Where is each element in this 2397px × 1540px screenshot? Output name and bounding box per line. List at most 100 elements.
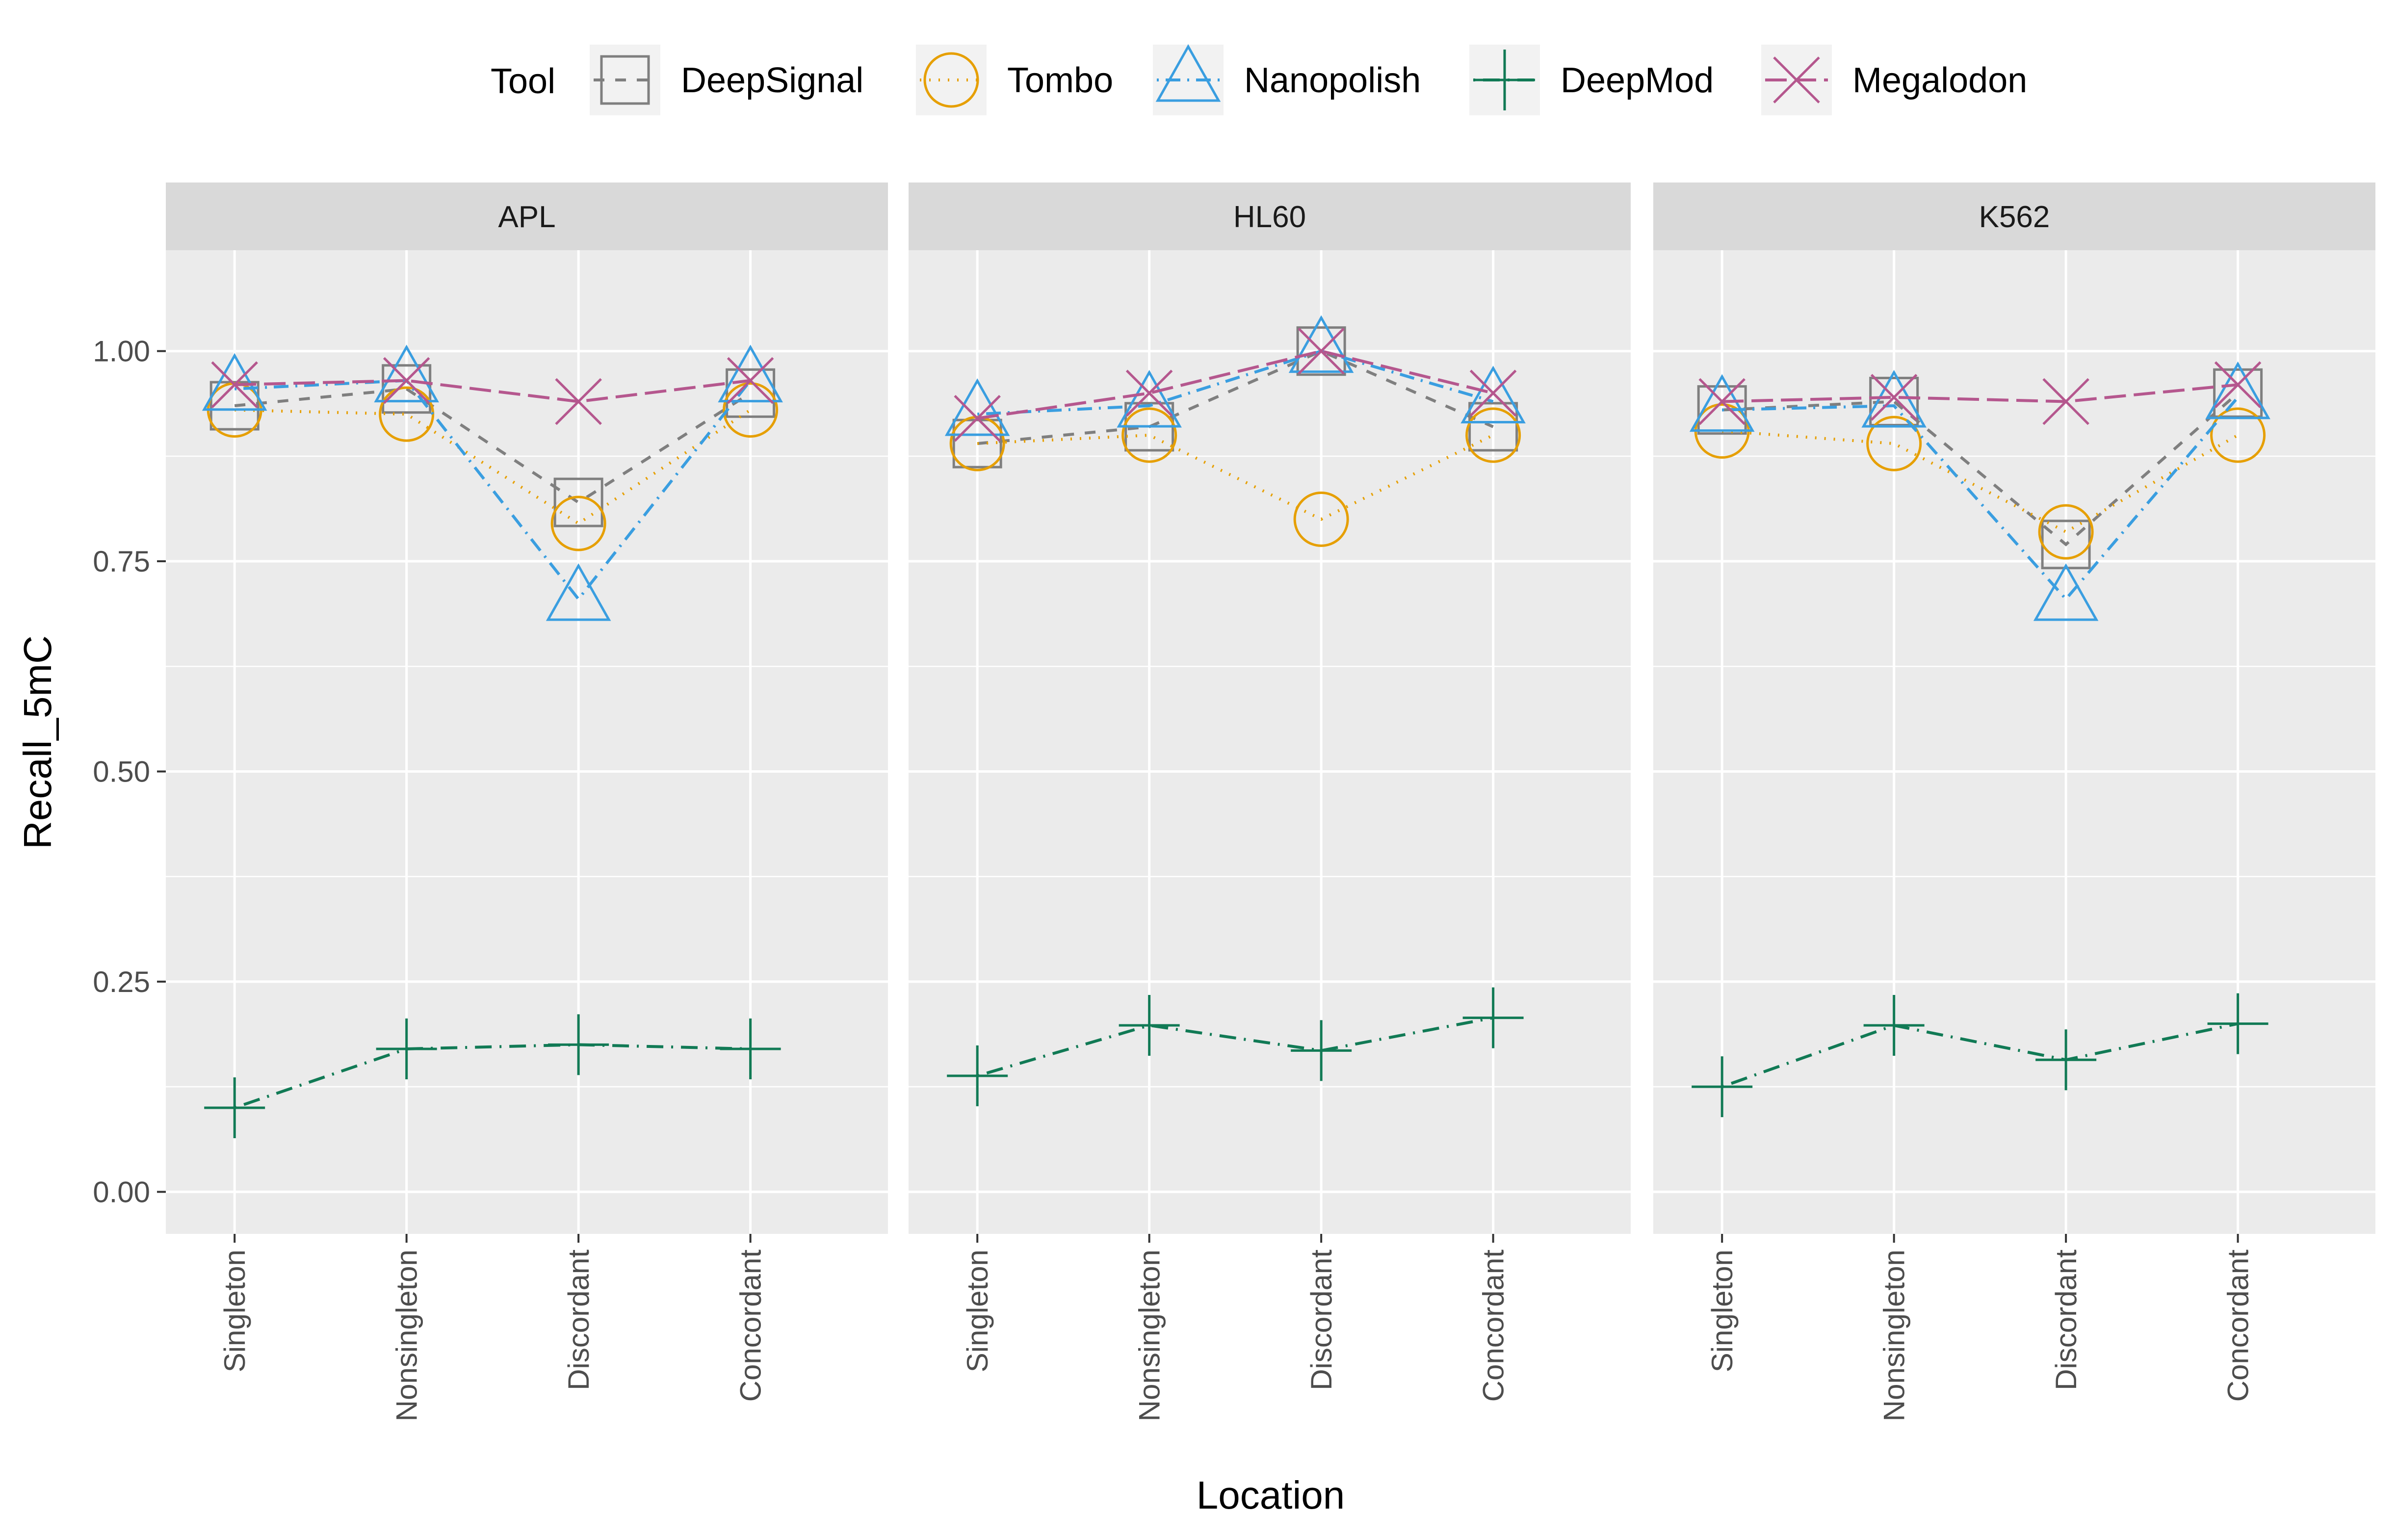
series-line [977, 349, 1494, 416]
data-point [1468, 402, 1518, 452]
data-point [374, 344, 439, 403]
legend: Tool DeepSignal Tombo Nanopolish DeepMod Meg… [491, 44, 2027, 115]
legend-title: Tool [491, 62, 555, 101]
data-point [1861, 369, 1927, 428]
data-point [1125, 369, 1173, 417]
data-point [376, 1018, 437, 1079]
data-point [553, 477, 603, 527]
x-tick-label-discordant: Discordant [562, 1250, 595, 1390]
legend-label: DeepMod [1561, 61, 1714, 100]
x-tick-label-concordant: Concordant [1477, 1250, 1510, 1402]
data-point [2207, 993, 2268, 1054]
data-point [1119, 995, 1180, 1056]
x-tick-label-nonsingleton: Nonsingleton [1133, 1250, 1166, 1421]
data-point [1465, 407, 1521, 463]
data-point [2042, 378, 2089, 425]
series-megalodon [211, 357, 774, 425]
legend-label: Tombo [1007, 61, 1113, 100]
legend-entry-megalodon: Megalodon [1761, 45, 2027, 115]
data-point [1870, 374, 1918, 421]
legend-label: Nanopolish [1244, 61, 1421, 100]
facet-strip [166, 183, 888, 250]
data-point [947, 1045, 1008, 1106]
series-deepmod [947, 987, 1524, 1106]
data-point [1460, 365, 1526, 423]
data-point [1296, 326, 1346, 376]
series-line [977, 1016, 1494, 1077]
legend-key-symbol [1474, 50, 1535, 110]
data-point [546, 563, 611, 621]
x-tick-label-nonsingleton: Nonsingleton [1878, 1250, 1911, 1421]
legend-entry-tombo: Tombo [916, 45, 1113, 115]
data-point [204, 1077, 265, 1138]
data-point [718, 344, 783, 403]
facet-panel-k562: K562 Singleton Nonsingleton Discordant Conco… [1653, 183, 2375, 1421]
data-point [209, 381, 260, 431]
series-deepmod [204, 1014, 781, 1138]
x-tick-label-discordant: Discordant [2050, 1250, 2083, 1390]
data-point [944, 378, 1010, 436]
y-tick-label: 0.50 [93, 755, 150, 788]
series-line [1722, 396, 2239, 601]
data-point [1698, 378, 1746, 425]
facet-panel-hl60: HL60 Singleton Nonsingleton Discordant Conco… [909, 183, 1631, 1421]
y-tick-label: 1.00 [93, 335, 150, 368]
data-point [2035, 1029, 2097, 1091]
data-point [954, 394, 1001, 442]
legend-entry-deepmod: DeepMod [1469, 45, 1714, 115]
data-point [1692, 1056, 1753, 1118]
gridlines [1653, 250, 2375, 1234]
legend-key [916, 45, 987, 115]
x-tick-label-concordant: Concordant [2222, 1250, 2255, 1402]
x-axis-title: Location [1197, 1473, 1345, 1517]
data-point [1291, 1020, 1352, 1081]
legend-key-symbol [1155, 44, 1221, 102]
facet-strip [1653, 183, 2375, 250]
data-point [2210, 407, 2266, 463]
facet-panels: APL Singleton Nonsingleton Discordant Concor… [166, 183, 2375, 1421]
facet-panel-apl: APL Singleton Nonsingleton Discordant Concor… [166, 183, 888, 1421]
panel-background [166, 250, 888, 1234]
x-tick-label-singleton: Singleton [1706, 1250, 1739, 1372]
series-nanopolish [202, 344, 783, 621]
legend-entry-nanopolish: Nanopolish [1153, 44, 1421, 115]
data-point [1117, 369, 1182, 428]
data-point [1121, 407, 1177, 463]
legend-entry-deepsignal: DeepSignal [590, 45, 863, 115]
data-point [1298, 327, 1345, 375]
data-point [2213, 368, 2263, 418]
facet-strip-label: HL60 [1233, 200, 1306, 234]
data-point [2038, 504, 2094, 560]
y-tick-label: 0.75 [93, 545, 150, 578]
x-tick-label-discordant: Discordant [1305, 1250, 1338, 1390]
series-line [234, 379, 751, 403]
series-line [977, 349, 1494, 445]
data-point [2033, 563, 2099, 621]
series-line [1721, 1022, 2239, 1088]
data-point [379, 386, 435, 442]
data-point [1863, 995, 1925, 1056]
series-line [1722, 383, 2238, 403]
y-axis: 0.00 0.25 0.50 0.75 1.00 [93, 335, 166, 1208]
series-line [234, 387, 752, 504]
data-point [726, 368, 776, 418]
series-line [234, 379, 752, 602]
data-point [720, 1018, 781, 1079]
data-point [727, 357, 774, 404]
series-deepmod [1692, 993, 2268, 1118]
y-tick-label: 0.00 [93, 1175, 150, 1208]
data-point [383, 357, 430, 404]
y-axis-title: Recall_5mC [16, 635, 59, 849]
x-tick-label-nonsingleton: Nonsingleton [391, 1250, 423, 1421]
series-nanopolish [1689, 361, 2270, 621]
data-point [1869, 376, 1919, 426]
data-point [1288, 315, 1354, 373]
data-point [1293, 491, 1349, 547]
legend-key-symbol [1773, 56, 1820, 104]
data-point [2205, 361, 2270, 419]
data-point [1689, 374, 1755, 432]
y-tick-label: 0.25 [93, 966, 150, 998]
facet-strip [909, 183, 1631, 250]
x-tick-label-singleton: Singleton [961, 1250, 994, 1372]
